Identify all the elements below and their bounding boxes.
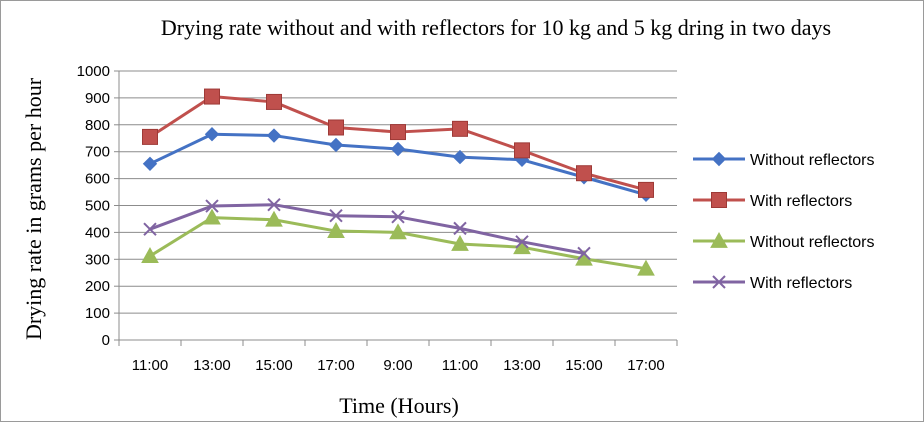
legend-item: With reflectors (693, 192, 852, 210)
y-tick-label: 1000 (77, 63, 110, 80)
data-point (329, 209, 343, 223)
legend-item: Without reflectors (693, 151, 874, 169)
series-2 (142, 88, 654, 198)
legend-item: With reflectors (693, 275, 852, 292)
data-point (515, 235, 529, 249)
data-point (452, 149, 468, 165)
y-tick-label: 500 (85, 198, 110, 215)
data-point (327, 222, 345, 238)
x-tick-label: 13:00 (193, 357, 231, 374)
y-tick-label: 600 (85, 171, 110, 188)
data-point (576, 165, 592, 182)
y-tick-label: 0 (102, 332, 110, 349)
gridlines (119, 70, 677, 314)
legend-label: Without reflectors (750, 152, 874, 169)
legend-label: With reflectors (750, 275, 852, 292)
data-point (266, 93, 282, 110)
x-tick-label: 9:00 (383, 357, 412, 374)
chart-title: Drying rate without and with reflectors … (161, 15, 831, 40)
x-tick-label: 17:00 (317, 357, 355, 374)
data-point (390, 141, 406, 157)
legend-item: Without reflectors (693, 231, 874, 251)
x-tick-label: 15:00 (255, 357, 293, 374)
data-point (328, 137, 344, 153)
y-tick-label: 300 (85, 251, 110, 268)
legend-marker (711, 192, 727, 208)
legend-marker (711, 151, 727, 167)
data-point (205, 199, 219, 213)
legend-marker (710, 231, 728, 248)
data-point (203, 208, 221, 225)
x-tick-label: 15:00 (565, 357, 603, 374)
data-point (328, 119, 344, 136)
y-tick-label: 200 (85, 278, 110, 295)
data-point (142, 156, 158, 172)
y-tick-label: 100 (85, 305, 110, 322)
legend: Without reflectors With reflectors Without… (693, 151, 874, 292)
data-point (389, 223, 407, 240)
x-tick-label: 11:00 (132, 357, 168, 374)
y-tick-label: 900 (85, 90, 110, 107)
series-3 (141, 208, 655, 276)
y-tick-label: 700 (85, 144, 110, 161)
y-tick-label: 400 (85, 224, 110, 241)
series-line (149, 203, 585, 255)
data-point (638, 181, 654, 198)
data-point (390, 124, 406, 141)
x-tick-label: 11:00 (442, 357, 478, 374)
y-tick-label: 800 (85, 117, 110, 134)
x-axis-title: Time (Hours) (339, 393, 459, 418)
series-layer (141, 88, 655, 276)
y-axis-title: Drying rate in grams per hour (21, 77, 46, 340)
legend-label: Without reflectors (750, 234, 874, 251)
series-4 (143, 197, 591, 261)
data-point (267, 197, 281, 212)
data-point (577, 246, 591, 261)
data-point (266, 128, 282, 143)
data-point (142, 128, 158, 145)
data-point (391, 210, 405, 224)
data-point (637, 259, 655, 276)
data-point (265, 210, 283, 227)
data-point (204, 88, 220, 105)
axes: 0 100 200 300 400 500 600 700 800 900 1000 11:00 13:… (77, 63, 678, 374)
data-point (451, 234, 469, 251)
data-point (453, 221, 467, 236)
legend-marker (712, 275, 726, 289)
data-point (141, 247, 159, 263)
data-point (143, 222, 157, 236)
x-tick-label: 13:00 (503, 357, 541, 374)
data-point (452, 120, 468, 137)
x-tick-label: 17:00 (627, 357, 665, 374)
data-point (204, 127, 220, 142)
data-point (514, 142, 530, 159)
legend-label: With reflectors (750, 193, 852, 210)
